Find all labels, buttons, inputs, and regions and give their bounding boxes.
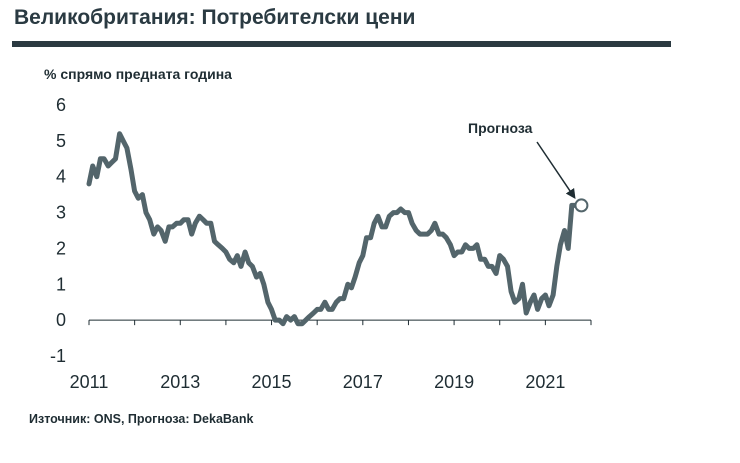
plot-area: [86, 131, 583, 327]
forecast-annotation: Прогноза: [468, 120, 589, 213]
y-tick-label: 1: [56, 274, 66, 294]
y-tick-label: 6: [56, 95, 66, 115]
y-axis-label: % спрямо предната година: [44, 66, 232, 82]
y-tick-label: -1: [50, 346, 66, 366]
cpi-series-line: [86, 131, 583, 327]
forecast-marker: [574, 198, 589, 213]
y-tick-label: 5: [56, 131, 66, 151]
y-tick-label: 3: [56, 203, 66, 223]
y-tick-label: 4: [56, 167, 66, 187]
axes: [88, 319, 592, 326]
x-tick-label: 2021: [525, 372, 565, 392]
page-title: Великобритания: Потребителски цени: [14, 6, 416, 29]
x-tick-label: 2011: [70, 372, 109, 392]
forecast-arrow: [536, 141, 576, 200]
x-tick-label: 2017: [343, 372, 383, 392]
x-tick-label: 2015: [252, 372, 292, 392]
forecast-label: Прогноза: [468, 120, 533, 136]
source-note: Източник: ONS, Прогноза: DekaBank: [29, 412, 254, 426]
x-tick-label: 2019: [434, 372, 474, 392]
title-divider: [12, 41, 671, 47]
y-tick-label: 0: [56, 310, 66, 330]
y-tick-label: 2: [56, 238, 66, 258]
x-tick-label: 2013: [160, 372, 200, 392]
